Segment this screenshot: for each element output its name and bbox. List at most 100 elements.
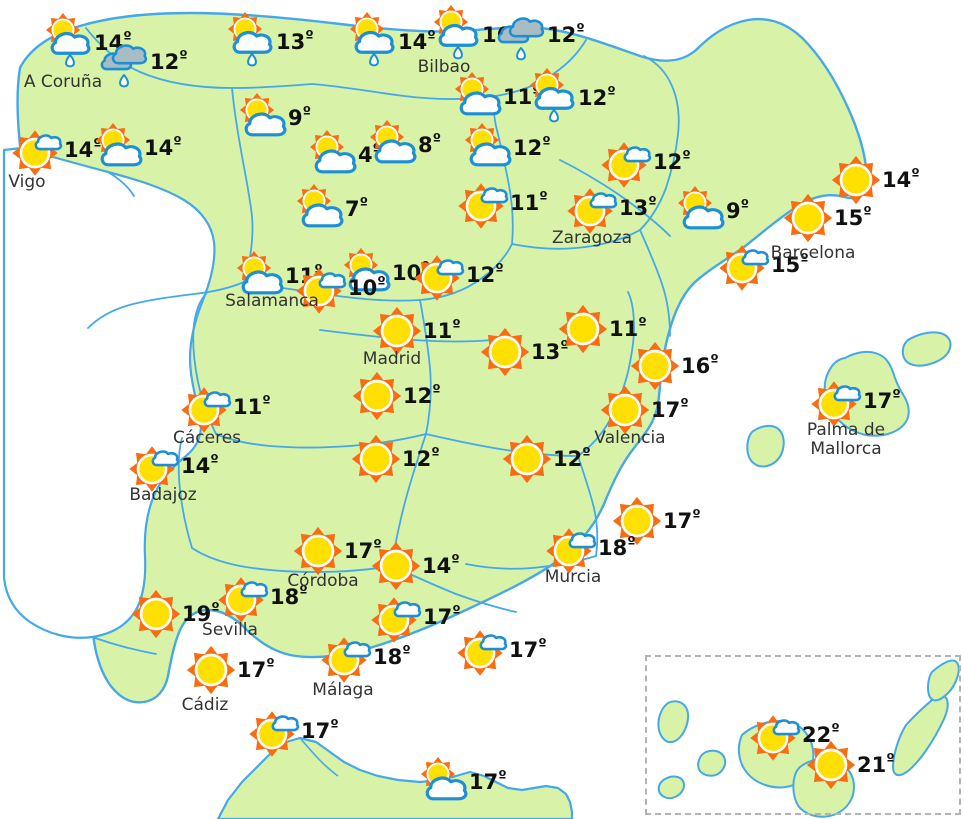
city-label-malaga: Málaga bbox=[312, 680, 374, 700]
sun-cloud-rain-icon bbox=[428, 4, 484, 63]
sun-core-icon bbox=[794, 204, 822, 232]
sun-cloud-icon bbox=[449, 69, 505, 125]
temperature-label: 21º bbox=[857, 752, 895, 778]
degree-symbol: º bbox=[539, 188, 548, 206]
degree-symbol: º bbox=[373, 536, 382, 554]
degree-symbol: º bbox=[452, 316, 461, 334]
temperature-value: 15 bbox=[834, 206, 864, 230]
sun-icon bbox=[128, 586, 184, 642]
weather-icon-svg bbox=[349, 11, 395, 67]
sun-cloud-small-icon bbox=[565, 180, 621, 236]
station-segovia: 12º bbox=[412, 247, 504, 303]
temperature-label: 14º bbox=[422, 553, 460, 579]
degree-symbol: º bbox=[576, 20, 585, 38]
temperature-label: 12º bbox=[547, 20, 585, 48]
sun-cloud-rain-icon bbox=[40, 12, 96, 71]
degree-symbol: º bbox=[648, 193, 657, 211]
temperature-value: 13 bbox=[531, 340, 561, 364]
temperature-label: 14º bbox=[144, 133, 182, 161]
raindrop-icon bbox=[65, 54, 75, 68]
weather-icon-svg bbox=[369, 119, 417, 164]
weather-icon-svg bbox=[372, 306, 422, 356]
degree-symbol: º bbox=[638, 314, 647, 332]
sun-cloud-icon bbox=[231, 248, 287, 304]
raindrop-icon bbox=[453, 46, 463, 60]
station-cadiz: 17º bbox=[183, 642, 275, 698]
temperature-value: 18 bbox=[598, 536, 628, 560]
weather-icon-svg bbox=[239, 92, 287, 137]
degree-symbol: º bbox=[627, 533, 636, 551]
weather-icon-svg bbox=[321, 637, 372, 683]
lanzarote-island bbox=[927, 659, 960, 702]
weather-icon-svg bbox=[186, 645, 236, 695]
city-label-valencia: Valencia bbox=[594, 428, 666, 448]
weather-icon-svg bbox=[454, 71, 502, 116]
degree-symbol: º bbox=[538, 635, 547, 653]
city-label-cadiz: Cádiz bbox=[181, 695, 229, 715]
sun-cloud-icon bbox=[90, 120, 146, 176]
city-label-line: Palma de bbox=[806, 420, 886, 440]
temperature-label: 8º bbox=[418, 132, 441, 158]
temperature-label: 14º bbox=[64, 135, 102, 163]
temperature-value: 16 bbox=[681, 354, 711, 378]
weather-icon-svg bbox=[831, 155, 881, 205]
sun-cloud-icon bbox=[364, 117, 420, 173]
temperature-value: 8 bbox=[418, 133, 433, 157]
temperature-value: 17 bbox=[863, 389, 893, 413]
sun-cloud-icon bbox=[415, 754, 471, 810]
degree-symbol: º bbox=[692, 506, 701, 524]
temperature-value: 11 bbox=[510, 191, 540, 215]
temperature-label: 11º bbox=[423, 316, 461, 344]
sun-cloud-icon bbox=[459, 120, 515, 176]
temperature-value: 17 bbox=[469, 770, 499, 794]
temperature-label: 13º bbox=[276, 29, 314, 55]
temperature-value: 4 bbox=[358, 143, 373, 167]
temperature-label: 17º bbox=[237, 657, 275, 683]
sun-cloud-small-icon bbox=[294, 260, 350, 316]
station-valencia: 17º bbox=[597, 382, 689, 438]
cloud-icon bbox=[374, 139, 417, 164]
degree-symbol: º bbox=[299, 582, 308, 600]
temperature-label: 15º bbox=[834, 205, 872, 231]
cloud-icon bbox=[34, 134, 63, 151]
sun-core-icon bbox=[304, 537, 332, 565]
degree-symbol: º bbox=[93, 135, 102, 153]
degree-symbol: º bbox=[542, 133, 551, 151]
weather-icon-svg bbox=[558, 304, 608, 354]
weather-icon-svg bbox=[464, 122, 512, 167]
temperature-value: 17 bbox=[344, 539, 374, 563]
temperature-value: 17 bbox=[423, 605, 453, 629]
temperature-value: 14 bbox=[398, 30, 428, 54]
city-label-badajoz: Badajoz bbox=[129, 485, 197, 505]
degree-symbol: º bbox=[173, 133, 182, 151]
temperature-value: 14 bbox=[144, 136, 174, 160]
sun-icon bbox=[349, 368, 405, 424]
temperature-value: 12 bbox=[653, 150, 683, 174]
cloud-icon bbox=[271, 715, 300, 732]
temperature-label: 16º bbox=[681, 353, 719, 379]
temperature-label: 17º bbox=[301, 718, 339, 744]
cloud-icon bbox=[314, 149, 357, 174]
degree-symbol: º bbox=[452, 602, 461, 620]
city-label-sevilla: Sevilla bbox=[202, 620, 258, 640]
sun-icon bbox=[368, 538, 424, 594]
cloud-icon bbox=[568, 532, 597, 549]
sun-cloud-small-icon bbox=[369, 589, 425, 645]
city-label-salamanca: Salamanca bbox=[225, 291, 319, 311]
station-gipuzkoa: 12º bbox=[493, 7, 585, 63]
weather-icon-svg bbox=[546, 528, 597, 574]
station-ourense: 14º bbox=[90, 120, 182, 176]
station-badajoz: 14º bbox=[127, 438, 219, 494]
cloud-icon bbox=[241, 270, 284, 295]
raindrop-icon bbox=[516, 47, 526, 61]
temperature-label: 12º bbox=[402, 446, 440, 472]
station-rioja: 12º bbox=[459, 120, 551, 176]
weather-icon-svg bbox=[719, 245, 770, 291]
temperature-label: 11º bbox=[609, 314, 647, 342]
temperature-label: 18º bbox=[270, 582, 308, 610]
station-salamanca-n: 11º bbox=[231, 248, 323, 304]
north-africa-inner-border bbox=[299, 737, 339, 777]
station-ciudad-real: 12º bbox=[348, 431, 440, 487]
